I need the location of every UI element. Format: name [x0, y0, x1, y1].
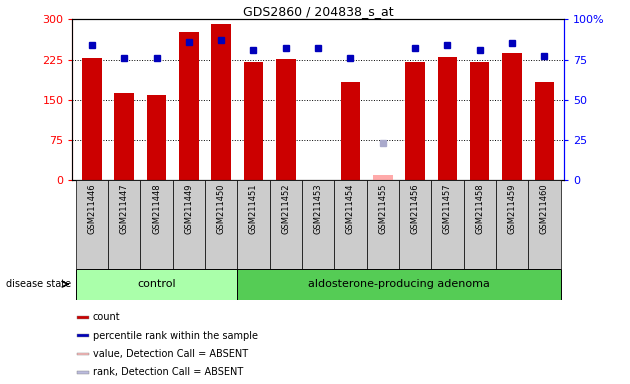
Bar — [496, 180, 529, 269]
Bar — [76, 269, 238, 300]
Text: GSM211459: GSM211459 — [508, 183, 517, 233]
Bar — [77, 353, 89, 356]
Bar — [341, 82, 360, 180]
Text: value, Detection Call = ABSENT: value, Detection Call = ABSENT — [93, 349, 248, 359]
Bar — [108, 180, 140, 269]
Bar — [212, 24, 231, 180]
Bar — [77, 334, 89, 337]
Text: GSM211452: GSM211452 — [282, 183, 290, 233]
Text: GSM211449: GSM211449 — [185, 183, 193, 233]
Text: percentile rank within the sample: percentile rank within the sample — [93, 331, 258, 341]
Text: GSM211454: GSM211454 — [346, 183, 355, 233]
Text: aldosterone-producing adenoma: aldosterone-producing adenoma — [308, 279, 490, 289]
Bar — [302, 180, 335, 269]
Bar — [140, 180, 173, 269]
Text: GSM211456: GSM211456 — [411, 183, 420, 234]
Text: disease state: disease state — [6, 279, 71, 289]
Bar — [238, 269, 561, 300]
Bar — [82, 58, 101, 180]
Bar — [276, 59, 295, 180]
Bar — [238, 180, 270, 269]
Bar — [399, 180, 432, 269]
Bar — [406, 62, 425, 180]
Bar — [270, 180, 302, 269]
Bar — [244, 62, 263, 180]
Text: rank, Detection Call = ABSENT: rank, Detection Call = ABSENT — [93, 367, 243, 377]
Bar — [77, 316, 89, 319]
Bar — [432, 180, 464, 269]
Text: GSM211451: GSM211451 — [249, 183, 258, 233]
Text: count: count — [93, 312, 120, 322]
Bar — [205, 180, 238, 269]
Bar — [438, 57, 457, 180]
Text: control: control — [137, 279, 176, 289]
Bar — [115, 93, 134, 180]
Text: GSM211457: GSM211457 — [443, 183, 452, 234]
Bar — [173, 180, 205, 269]
Bar — [373, 175, 392, 180]
Text: GSM211460: GSM211460 — [540, 183, 549, 234]
Bar — [470, 62, 490, 180]
Text: GSM211455: GSM211455 — [378, 183, 387, 233]
Bar — [76, 180, 108, 269]
Bar — [464, 180, 496, 269]
Text: GSM211448: GSM211448 — [152, 183, 161, 234]
Bar — [335, 180, 367, 269]
Bar — [77, 371, 89, 374]
Text: GSM211450: GSM211450 — [217, 183, 226, 233]
Text: GSM211447: GSM211447 — [120, 183, 129, 234]
Bar — [367, 180, 399, 269]
Text: GSM211446: GSM211446 — [88, 183, 96, 234]
Text: GSM211458: GSM211458 — [475, 183, 484, 234]
Text: GSM211453: GSM211453 — [314, 183, 323, 234]
Bar — [529, 180, 561, 269]
Bar — [503, 53, 522, 180]
Bar — [179, 31, 198, 180]
Title: GDS2860 / 204838_s_at: GDS2860 / 204838_s_at — [243, 5, 394, 18]
Bar — [147, 95, 166, 180]
Bar — [535, 82, 554, 180]
